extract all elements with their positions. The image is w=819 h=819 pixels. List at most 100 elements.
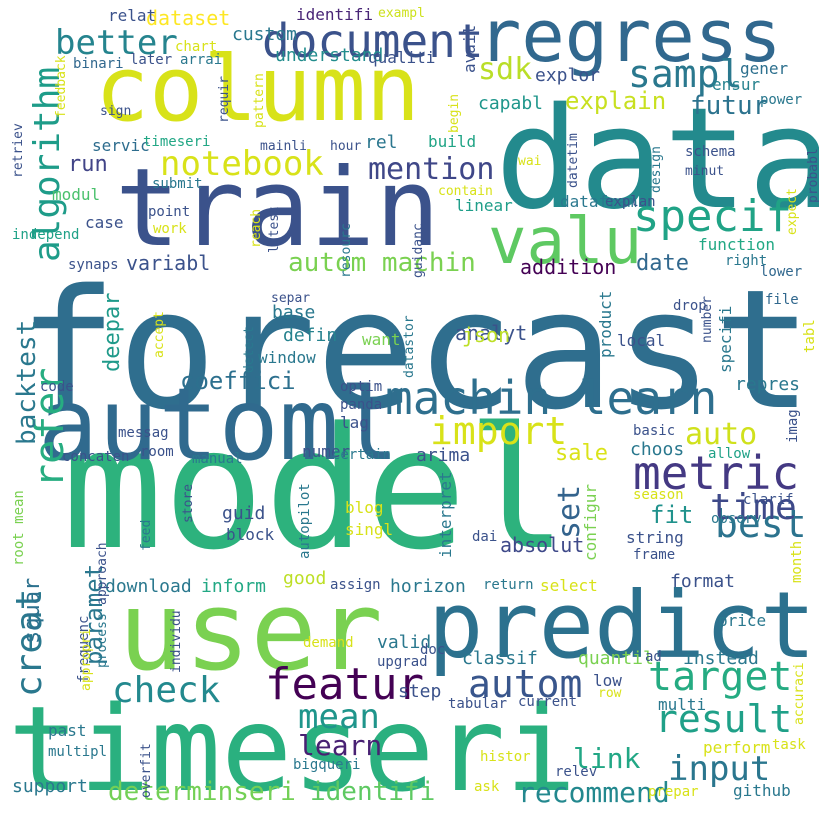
- word-134: valid: [377, 632, 432, 653]
- word-105: choos: [630, 439, 685, 460]
- word-42: explain: [565, 87, 667, 115]
- word-126: horizon: [390, 576, 466, 597]
- word-55: analyt: [455, 321, 528, 345]
- word-152: bigqueri: [293, 757, 361, 773]
- word-64: chart: [175, 39, 218, 55]
- word-10: valu: [488, 205, 643, 279]
- word-116: block: [226, 525, 275, 544]
- word-99: optim: [340, 379, 383, 395]
- word-62: identifi: [296, 5, 374, 24]
- word-189: approach: [95, 541, 110, 605]
- word-141: instead: [683, 648, 759, 669]
- word-110: manual: [192, 451, 243, 467]
- word-158: pattern: [252, 72, 267, 128]
- word-68: servic: [92, 136, 150, 155]
- word-82: independ: [12, 227, 80, 243]
- word-186: store: [181, 483, 196, 523]
- word-167: minut: [685, 164, 725, 179]
- word-197: individu: [169, 609, 184, 673]
- word-131: past: [48, 721, 87, 740]
- word-127: return: [483, 577, 534, 593]
- word-88: synaps: [68, 257, 119, 273]
- word-34: coeffici: [180, 367, 296, 395]
- word-177: expect: [785, 187, 800, 235]
- word-104: arima: [416, 445, 471, 466]
- word-49: variabl: [126, 251, 211, 275]
- word-11: machin learn: [385, 371, 718, 425]
- word-59: understand: [275, 45, 384, 66]
- word-48: run: [68, 152, 108, 177]
- word-13: metric: [633, 446, 800, 500]
- word-182: specifi: [716, 305, 735, 374]
- word-53: fit: [650, 501, 694, 529]
- word-196: appropri: [79, 627, 94, 691]
- word-188: root mean: [11, 489, 27, 566]
- word-77: modul: [52, 185, 101, 204]
- word-143: low: [593, 671, 622, 690]
- word-103: numer: [302, 442, 351, 461]
- word-133: demand: [303, 635, 354, 651]
- word-60: qualiti: [368, 48, 436, 67]
- word-168: contain: [438, 184, 493, 199]
- word-170: design: [649, 145, 664, 193]
- word-120: string: [626, 528, 684, 547]
- word-153: ask: [474, 779, 500, 795]
- word-165: wai: [518, 154, 542, 169]
- word-187: feed: [139, 519, 154, 551]
- word-6: train: [115, 146, 441, 271]
- word-89: lower: [760, 264, 803, 280]
- word-12: document: [262, 14, 484, 68]
- word-162: mainli: [260, 139, 307, 154]
- word-79: case: [85, 213, 124, 232]
- word-66: later: [130, 52, 173, 68]
- word-173: latest: [267, 205, 282, 253]
- word-129: format: [670, 571, 736, 592]
- word-92: base: [272, 302, 316, 323]
- word-146: current: [518, 694, 578, 710]
- word-192: configur: [581, 484, 600, 562]
- word-71: build: [428, 132, 477, 151]
- word-47: deepar: [100, 292, 125, 373]
- word-184: tabl: [802, 319, 818, 353]
- word-159: feedback: [54, 54, 69, 118]
- word-50: addition: [520, 255, 617, 279]
- word-155: github: [733, 781, 791, 800]
- word-195: process: [95, 612, 110, 668]
- word-102: messag: [118, 425, 169, 441]
- word-76: power: [760, 92, 803, 108]
- word-14: specif: [633, 191, 792, 242]
- word-142: step: [398, 681, 442, 702]
- word-193: month: [789, 540, 805, 583]
- word-85: explan: [605, 194, 656, 210]
- word-43: futur: [690, 91, 769, 121]
- word-198: overfit: [139, 742, 154, 798]
- word-174: separ: [271, 291, 311, 306]
- word-58: custom: [232, 24, 298, 45]
- word-54: absolut: [500, 533, 585, 557]
- word-97: repres: [735, 374, 801, 395]
- word-38: identifi: [310, 777, 436, 807]
- word-163: hour: [330, 139, 362, 154]
- word-166: schema: [685, 144, 736, 160]
- word-156: avail: [460, 25, 479, 74]
- word-51: date: [636, 251, 689, 276]
- word-1: model: [62, 391, 568, 587]
- word-0: forecast: [18, 254, 813, 446]
- word-22: autom: [468, 662, 583, 706]
- word-44: backtest: [12, 319, 42, 446]
- word-57: dataset: [146, 6, 231, 30]
- word-138: quantil: [578, 648, 654, 669]
- word-130: support: [12, 776, 88, 797]
- word-109: room: [140, 444, 174, 460]
- word-83: linear: [455, 196, 513, 215]
- word-9: automl: [38, 366, 400, 483]
- word-101: lag: [340, 413, 369, 432]
- word-25: mention: [368, 152, 495, 187]
- word-132: multipl: [48, 744, 108, 760]
- word-148: perform: [703, 738, 771, 757]
- word-4: user: [118, 567, 383, 695]
- word-74: gener: [740, 59, 789, 78]
- word-125: assign: [330, 577, 381, 593]
- word-39: recommend: [518, 776, 670, 809]
- word-73: capabl: [478, 93, 544, 114]
